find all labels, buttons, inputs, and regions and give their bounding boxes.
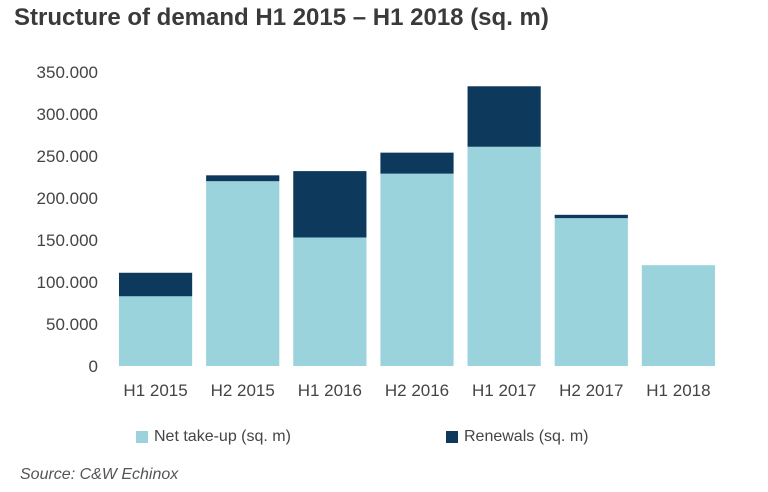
bar-net-take-up bbox=[380, 173, 454, 366]
bar-net-take-up bbox=[467, 146, 541, 366]
x-tick-label: H1 2017 bbox=[472, 381, 536, 400]
x-tick-label: H2 2016 bbox=[385, 381, 449, 400]
bar-net-take-up bbox=[118, 296, 193, 366]
legend: Net take-up (sq. m) Renewals (sq. m) bbox=[0, 428, 768, 452]
bar-renewals bbox=[118, 272, 193, 297]
y-tick-label: 250.000 bbox=[37, 147, 98, 166]
bar-renewals bbox=[293, 171, 367, 238]
x-tick-label: H1 2016 bbox=[298, 381, 362, 400]
x-tick-label: H1 2015 bbox=[123, 381, 187, 400]
y-tick-label: 0 bbox=[89, 357, 98, 376]
legend-item-renewals: Renewals (sq. m) bbox=[446, 428, 588, 446]
x-tick-label: H2 2017 bbox=[559, 381, 623, 400]
bars bbox=[118, 86, 716, 366]
bar-renewals bbox=[554, 214, 628, 219]
chart-title: Structure of demand H1 2015 – H1 2018 (s… bbox=[14, 4, 549, 31]
y-tick-label: 300.000 bbox=[37, 105, 98, 124]
bar-renewals bbox=[380, 152, 454, 174]
legend-item-net-take-up: Net take-up (sq. m) bbox=[136, 428, 291, 446]
bar-net-take-up bbox=[554, 218, 628, 366]
y-axis: 0 50.000 100.000 150.000 200.000 250.000 300.0… bbox=[37, 63, 98, 376]
stacked-bar-chart: 0 50.000 100.000 150.000 200.000 250.000 300.0… bbox=[37, 63, 716, 400]
y-tick-label: 200.000 bbox=[37, 189, 98, 208]
bar-net-take-up bbox=[641, 265, 716, 366]
x-tick-label: H1 2018 bbox=[646, 381, 710, 400]
legend-swatch-net-take-up bbox=[136, 431, 148, 443]
y-tick-label: 50.000 bbox=[46, 315, 98, 334]
bar-net-take-up bbox=[206, 181, 280, 366]
y-tick-label: 100.000 bbox=[37, 273, 98, 292]
bar-renewals bbox=[467, 86, 541, 147]
legend-swatch-renewals bbox=[446, 431, 458, 443]
legend-label-net-take-up: Net take-up (sq. m) bbox=[154, 428, 291, 445]
y-tick-label: 350.000 bbox=[37, 63, 98, 82]
x-axis: H1 2015 H2 2015 H1 2016 H2 2016 H1 2017 H2 20… bbox=[123, 381, 710, 400]
y-tick-label: 150.000 bbox=[37, 231, 98, 250]
legend-label-renewals: Renewals (sq. m) bbox=[464, 428, 589, 445]
bar-net-take-up bbox=[293, 237, 367, 366]
source-note: Source: C&W Echinox bbox=[20, 466, 179, 483]
bar-renewals bbox=[206, 175, 280, 182]
x-tick-label: H2 2015 bbox=[211, 381, 275, 400]
